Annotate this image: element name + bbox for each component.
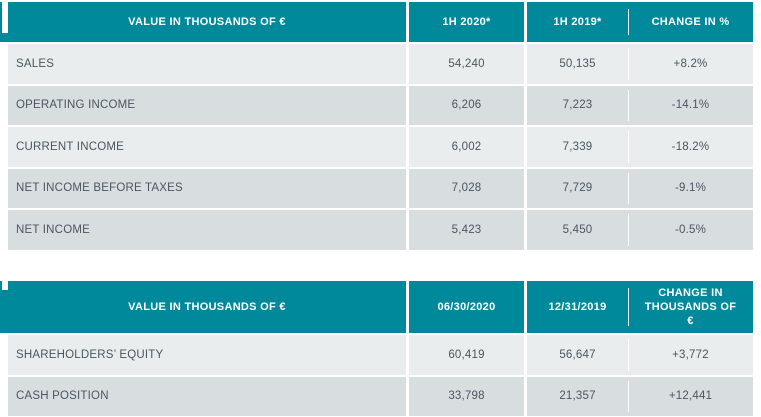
column-separator [524,210,527,250]
row-value-1h2019: 7,729 [527,168,628,208]
table-row-operating-income: OPERATING INCOME 6,206 7,223 -14.1% [8,85,753,125]
row-label: NET INCOME BEFORE TAXES [8,168,406,208]
balance-header-change: CHANGE IN THOUSANDS OF € [628,281,753,333]
row-value-06302020: 33,798 [409,376,524,416]
row-label: OPERATING INCOME [8,85,406,125]
table-row-sales: SALES 54,240 50,135 +8.2% [8,44,753,84]
row-label: NET INCOME [8,210,406,250]
row-value-1h2019: 7,339 [527,127,628,167]
column-separator [524,44,527,84]
income-header-value-label: VALUE IN THOUSANDS OF € [128,16,286,28]
income-header-change: CHANGE IN % [628,2,753,42]
balance-header-value-label: VALUE IN THOUSANDS OF € [128,301,286,313]
income-header-1h2019: 1H 2019* [553,16,602,28]
column-separator [406,44,409,84]
table-row-shareholders-equity: SHAREHOLDERS’ EQUITY 60,419 56,647 +3,77… [8,335,753,375]
column-separator [524,85,527,125]
row-label: CURRENT INCOME [8,127,406,167]
column-separator [524,2,527,42]
row-change-thousands: +12,441 [628,376,753,416]
row-label: SHAREHOLDERS’ EQUITY [8,335,406,375]
column-separator [524,376,527,416]
row-change-percent: +8.2% [628,44,753,84]
column-separator [524,335,527,375]
table2-left-edge-fill [0,290,8,333]
balance-header-12312019: 12/31/2019 [548,301,607,313]
row-value-12312019: 56,647 [527,335,628,375]
table-row-cash-position: CASH POSITION 33,798 21,357 +12,441 [8,376,753,416]
column-separator [524,168,527,208]
row-value-1h2020: 5,423 [409,210,524,250]
column-separator [406,2,409,42]
column-separator [524,281,527,333]
row-value-12312019: 21,357 [527,376,628,416]
row-value-1h2020: 54,240 [409,44,524,84]
row-value-1h2019: 7,223 [527,85,628,125]
row-value-1h2020: 6,002 [409,127,524,167]
income-statement-table: VALUE IN THOUSANDS OF € 1H 2020* 1H 2019… [8,2,753,250]
income-table-header-row: VALUE IN THOUSANDS OF € 1H 2020* 1H 2019… [8,2,753,42]
table-row-net-income-before-taxes: NET INCOME BEFORE TAXES 7,028 7,729 -9.1… [8,168,753,208]
row-label: SALES [8,44,406,84]
column-separator [406,376,409,416]
column-separator [406,127,409,167]
column-separator [406,168,409,208]
row-change-percent: -18.2% [628,127,753,167]
table1-left-edge-sliver [0,2,2,42]
table-row-net-income: NET INCOME 5,423 5,450 -0.5% [8,210,753,250]
row-value-1h2020: 6,206 [409,85,524,125]
row-change-percent: -0.5% [628,210,753,250]
column-separator [406,281,409,333]
row-value-1h2020: 7,028 [409,168,524,208]
row-change-percent: -9.1% [628,168,753,208]
row-value-1h2019: 50,135 [527,44,628,84]
column-separator [524,127,527,167]
column-separator [406,85,409,125]
balance-header-06302020: 06/30/2020 [437,301,496,313]
row-value-06302020: 60,419 [409,335,524,375]
balance-table-header-row: VALUE IN THOUSANDS OF € 06/30/2020 12/31… [8,281,753,333]
column-separator [406,210,409,250]
table1-left-edge-fill [0,33,8,42]
row-value-1h2019: 5,450 [527,210,628,250]
balance-sheet-table: VALUE IN THOUSANDS OF € 06/30/2020 12/31… [8,281,753,416]
row-change-percent: -14.1% [628,85,753,125]
row-label: CASH POSITION [8,376,406,416]
column-separator [406,335,409,375]
row-change-thousands: +3,772 [628,335,753,375]
table-row-current-income: CURRENT INCOME 6,002 7,339 -18.2% [8,127,753,167]
income-header-1h2020: 1H 2020* [442,16,491,28]
